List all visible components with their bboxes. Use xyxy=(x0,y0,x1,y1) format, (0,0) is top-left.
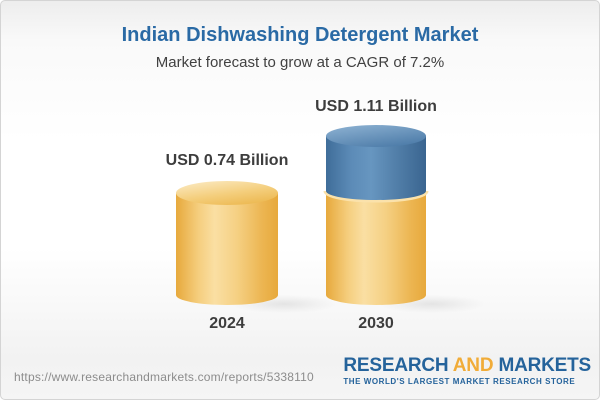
research-and-markets-logo: RESEARCH AND MARKETS THE WORLD'S LARGEST… xyxy=(343,356,591,386)
cylinder-2024 xyxy=(176,181,278,305)
category-label-2024: 2024 xyxy=(209,315,245,332)
logo-word-markets: MARKETS xyxy=(498,355,591,376)
chart-title: Indian Dishwashing Detergent Market xyxy=(121,24,479,46)
logo-word-research: RESEARCH xyxy=(343,355,449,376)
cylinder-2030 xyxy=(323,125,429,305)
category-label-2030: 2030 xyxy=(358,315,394,332)
value-label-2030: USD 1.11 Billion xyxy=(315,98,437,115)
value-label-2024: USD 0.74 Billion xyxy=(165,152,289,169)
chart-subtitle: Market forecast to grow at a CAGR of 7.2… xyxy=(155,54,445,71)
report-url: https://www.researchandmarkets.com/repor… xyxy=(14,370,314,384)
logo-wordmark: RESEARCH AND MARKETS xyxy=(343,356,591,375)
logo-tagline: THE WORLD'S LARGEST MARKET RESEARCH STOR… xyxy=(343,377,576,386)
logo-word-and: AND xyxy=(452,355,494,376)
